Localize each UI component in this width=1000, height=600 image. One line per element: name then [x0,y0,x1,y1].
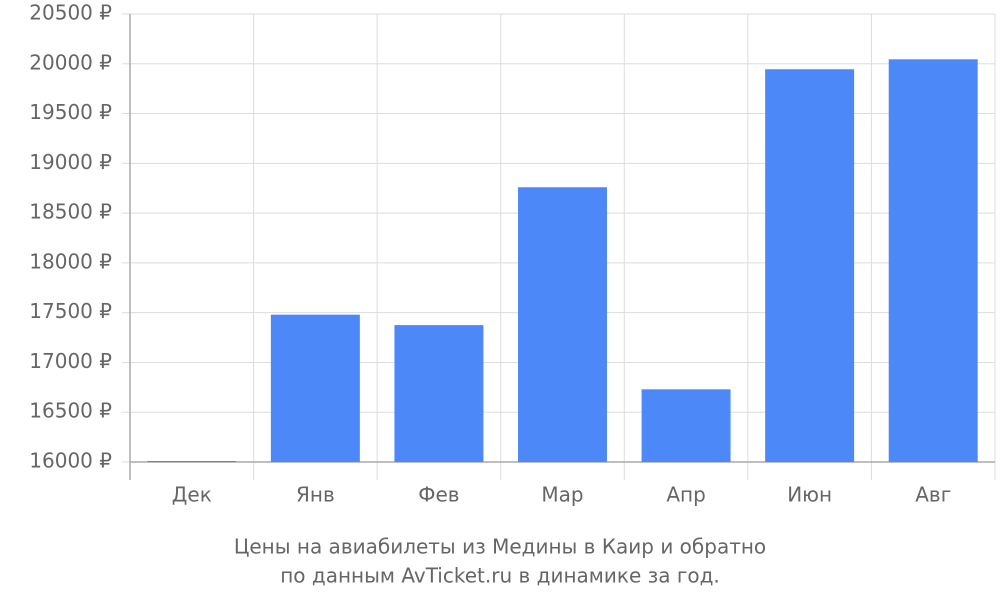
bar [147,461,237,463]
bar [270,314,360,462]
x-tick-label: Янв [296,483,335,507]
y-tick-label: 19500 ₽ [29,100,112,124]
chart-subtitle: по данным AvTicket.ru в динамике за год. [280,564,720,588]
y-tick-label: 18000 ₽ [29,249,112,273]
y-tick-label: 16000 ₽ [29,449,112,473]
y-tick-label: 20000 ₽ [29,50,112,74]
y-tick-label: 16500 ₽ [29,399,112,423]
x-tick-label: Авг [915,483,951,507]
y-tick-label: 19000 ₽ [29,150,112,174]
x-tick-label: Фев [418,483,459,507]
bar [765,69,855,463]
x-tick-label: Мар [541,483,583,507]
y-tick-label: 17500 ₽ [29,299,112,323]
bar [888,59,978,462]
y-tick-label: 20500 ₽ [29,1,112,25]
bar [641,389,731,462]
y-tick-label: 18500 ₽ [29,200,112,224]
x-tick-label: Дек [172,483,212,507]
bar [518,187,607,462]
x-tick-label: Апр [666,483,705,507]
chart-title: Цены на авиабилеты из Медины в Каир и об… [234,535,766,559]
bar [394,325,484,462]
x-tick-label: Июн [787,483,832,507]
y-tick-label: 17000 ₽ [29,349,112,373]
